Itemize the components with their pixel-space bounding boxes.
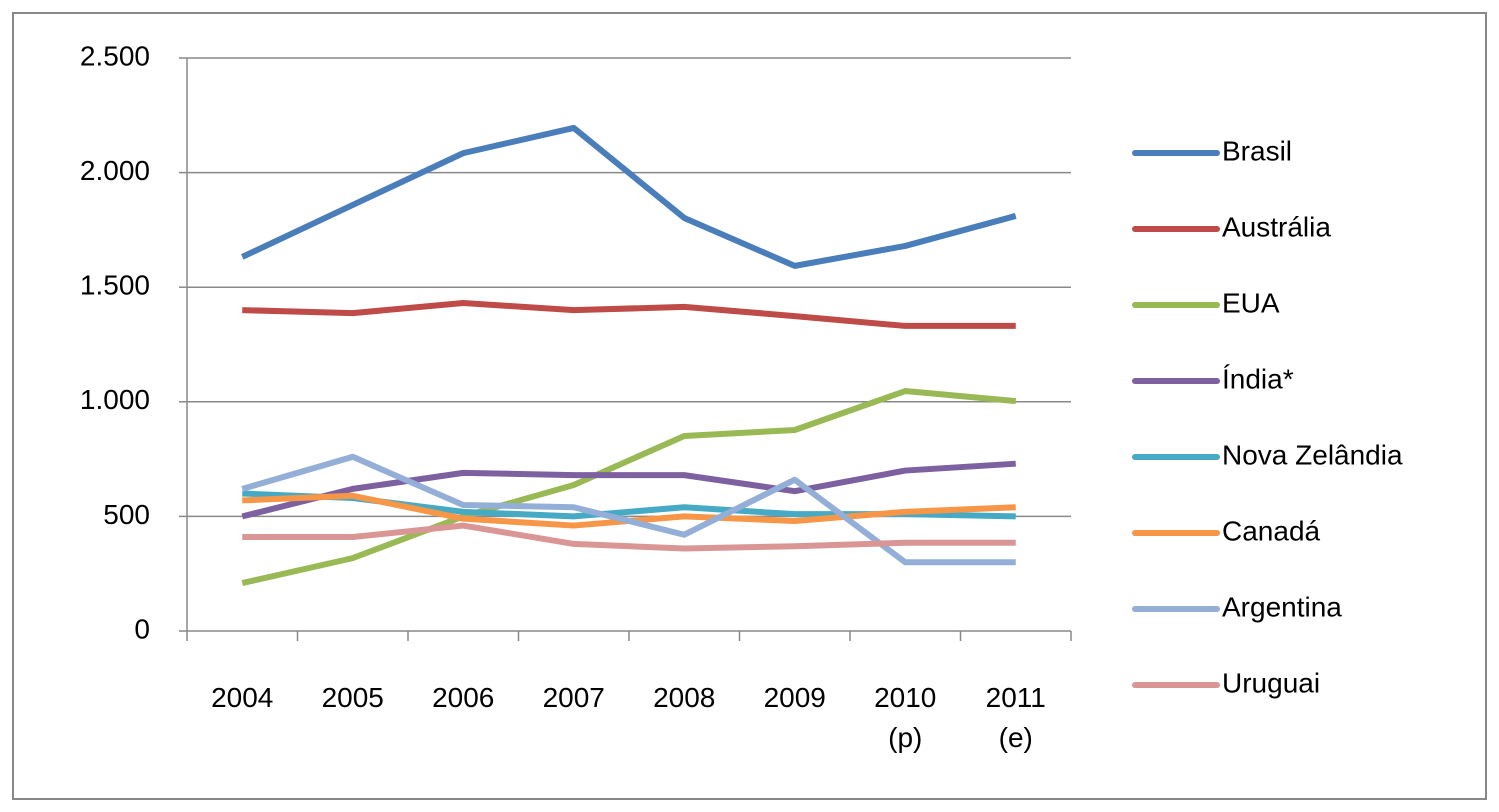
series-line: [241, 460, 1016, 520]
series-line: [241, 453, 1016, 566]
legend-label: Nova Zelândia: [1222, 439, 1403, 470]
y-tick-label: 0: [134, 613, 150, 644]
legend-label: EUA: [1222, 287, 1280, 318]
legend-label: Argentina: [1222, 591, 1342, 622]
x-tick-label: 2011 (e): [985, 682, 1046, 753]
y-tick-label: 500: [103, 499, 150, 530]
chart-border: [12, 12, 1487, 800]
y-tick-label: 1.000: [80, 384, 150, 415]
x-tick-label: 2010 (p): [874, 682, 937, 753]
legend-label: Brasil: [1222, 135, 1292, 166]
x-tick-label: 2004: [211, 682, 274, 713]
x-tick-label: 2009: [763, 682, 826, 713]
legend-label: Uruguai: [1222, 667, 1320, 698]
legend-label: Austrália: [1222, 211, 1331, 242]
series-line: [241, 388, 1017, 587]
legend-label: Canadá: [1222, 515, 1321, 546]
series-line: [240, 124, 1017, 269]
y-tick-label: 2.000: [80, 155, 150, 186]
series-line: [242, 522, 1016, 552]
y-tick-label: 1.500: [80, 270, 150, 301]
legend-label: Índia*: [1222, 363, 1294, 394]
x-tick-label: 2006: [432, 682, 495, 713]
y-tick-label: 2.500: [80, 40, 150, 71]
x-tick-label: 2005: [321, 682, 384, 713]
series-line: [242, 300, 1016, 329]
x-tick-label: 2008: [653, 682, 716, 713]
x-tick-label: 2007: [542, 682, 605, 713]
